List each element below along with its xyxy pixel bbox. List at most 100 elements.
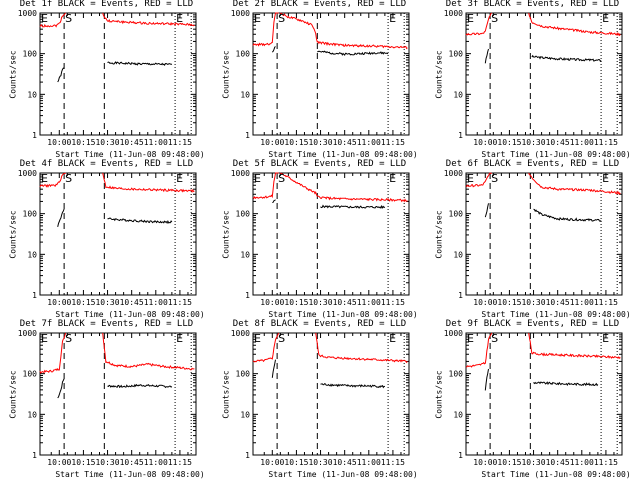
panel-title: Det 2f BLACK = Events, RED = LLD xyxy=(232,0,407,9)
x-tick-label: 10:00 xyxy=(260,458,284,467)
x-tick-label: 10:00 xyxy=(473,298,497,307)
events-series-line xyxy=(320,204,386,210)
x-axis-label: Start Time (11-Jun-08 09:48:00) xyxy=(268,150,418,159)
lld-series-line xyxy=(280,12,408,50)
marker-label: S xyxy=(278,332,285,345)
y-axis-label: Counts/sec xyxy=(434,210,444,259)
lld-series-line xyxy=(465,12,493,36)
panel-title: Det 7f BLACK = Events, RED = LLD xyxy=(19,319,194,329)
marker-label: E xyxy=(602,332,609,345)
x-tick-label: 11:15 xyxy=(381,458,405,467)
marker-label: S xyxy=(65,332,72,345)
x-tick-label: 11:00 xyxy=(144,458,168,467)
y-tick-label: 10 xyxy=(27,90,37,99)
x-tick-label: 11:15 xyxy=(381,298,405,307)
x-tick-label: 10:15 xyxy=(497,298,521,307)
lld-series-line xyxy=(528,12,621,37)
plot-frame xyxy=(39,172,197,296)
x-axis-label: Start Time (11-Jun-08 09:48:00) xyxy=(55,150,205,159)
y-tick-label: 10 xyxy=(453,250,463,259)
marker-label: S xyxy=(65,172,72,185)
x-tick-label: 11:15 xyxy=(594,138,618,147)
marker-label: E xyxy=(467,172,474,185)
x-tick-label: 11:00 xyxy=(144,298,168,307)
y-tick-label: 1000 xyxy=(231,169,250,178)
y-axis-label: Counts/sec xyxy=(8,370,18,419)
events-series-line xyxy=(107,217,173,225)
events-series-line xyxy=(484,48,489,64)
detector-panel: 1 10 100 1000 10:00 10:15 10:30 10:45 11:00 11:15… xyxy=(0,159,213,320)
events-series-line xyxy=(533,381,599,387)
x-tick-label: 11:00 xyxy=(570,138,594,147)
detector-panel: 1 10 100 1000 10:00 10:15 10:30 10:45 11:00 11:15… xyxy=(426,319,639,480)
x-tick-label: 10:00 xyxy=(47,458,71,467)
y-axis-label: Counts/sec xyxy=(434,50,444,99)
x-tick-label: 11:15 xyxy=(168,298,192,307)
y-tick-label: 100 xyxy=(449,210,464,219)
x-tick-label: 10:00 xyxy=(47,138,71,147)
y-tick-label: 1 xyxy=(32,291,37,300)
x-tick-label: 10:45 xyxy=(333,138,357,147)
panel-title: Det 1f BLACK = Events, RED = LLD xyxy=(19,0,194,9)
x-tick-label: 10:45 xyxy=(546,458,570,467)
y-tick-label: 1 xyxy=(32,131,37,140)
lld-series-line xyxy=(280,172,408,203)
marker-label: E xyxy=(254,12,261,25)
plot-svg: 1 10 100 1000 10:00 10:15 10:30 10:45 11:00 11:15… xyxy=(444,169,623,307)
x-tick-label: 10:30 xyxy=(521,298,545,307)
x-tick-label: 10:00 xyxy=(260,138,284,147)
x-axis-label: Start Time (11-Jun-08 09:48:00) xyxy=(481,310,631,319)
y-tick-label: 1000 xyxy=(18,329,37,338)
y-tick-label: 1 xyxy=(458,291,463,300)
y-tick-label: 1 xyxy=(245,451,250,460)
marker-label: S xyxy=(278,12,285,25)
y-tick-label: 1000 xyxy=(231,329,250,338)
plot-frame xyxy=(465,12,623,136)
panel-title: Det 8f BLACK = Events, RED = LLD xyxy=(232,319,407,329)
marker-label: E xyxy=(41,332,48,345)
detector-panel: 1 10 100 1000 10:00 10:15 10:30 10:45 11:00 11:15… xyxy=(426,0,639,160)
x-tick-label: 11:00 xyxy=(144,138,168,147)
x-tick-label: 10:00 xyxy=(47,298,71,307)
events-series-line xyxy=(484,203,489,218)
x-tick-label: 10:45 xyxy=(546,298,570,307)
x-tick-label: 10:30 xyxy=(95,458,119,467)
y-tick-label: 1 xyxy=(458,451,463,460)
marker-label: E xyxy=(389,332,396,345)
marker-label: S xyxy=(65,12,72,25)
x-tick-label: 11:15 xyxy=(168,458,192,467)
plot-svg: 1 10 100 1000 10:00 10:15 10:30 10:45 11:00 11:15… xyxy=(231,169,410,307)
x-tick-label: 11:00 xyxy=(357,298,381,307)
events-series-line xyxy=(317,50,389,56)
x-tick-label: 10:00 xyxy=(473,138,497,147)
x-tick-label: 10:00 xyxy=(473,458,497,467)
plot-frame xyxy=(252,12,410,136)
y-tick-label: 1 xyxy=(245,291,250,300)
marker-label: E xyxy=(389,172,396,185)
lld-series-line xyxy=(102,172,195,193)
marker-label: E xyxy=(389,12,396,25)
marker-label: E xyxy=(467,12,474,25)
panel-title: Det 5f BLACK = Events, RED = LLD xyxy=(232,159,407,169)
y-axis-label: Counts/sec xyxy=(221,210,231,259)
y-tick-label: 10 xyxy=(27,250,37,259)
y-tick-label: 1000 xyxy=(444,329,463,338)
y-tick-label: 100 xyxy=(449,370,464,379)
y-tick-label: 1 xyxy=(458,131,463,140)
marker-label: E xyxy=(254,172,261,185)
marker-label: E xyxy=(176,332,183,345)
y-tick-label: 1000 xyxy=(231,9,250,18)
detector-panel: 1 10 100 1000 10:00 10:15 10:30 10:45 11:00 11:15… xyxy=(0,0,213,160)
detector-panel: 1 10 100 1000 10:00 10:15 10:30 10:45 11:00 11:15… xyxy=(213,319,426,480)
marker-label: E xyxy=(467,332,474,345)
x-axis-label: Start Time (11-Jun-08 09:48:00) xyxy=(268,310,418,319)
lld-series-line xyxy=(102,332,195,371)
x-tick-label: 10:45 xyxy=(120,138,144,147)
plot-frame xyxy=(252,332,410,456)
x-tick-label: 10:30 xyxy=(308,138,332,147)
x-tick-label: 11:00 xyxy=(357,458,381,467)
y-tick-label: 100 xyxy=(23,50,38,59)
events-series-line xyxy=(533,208,602,222)
events-series-line xyxy=(57,378,65,399)
